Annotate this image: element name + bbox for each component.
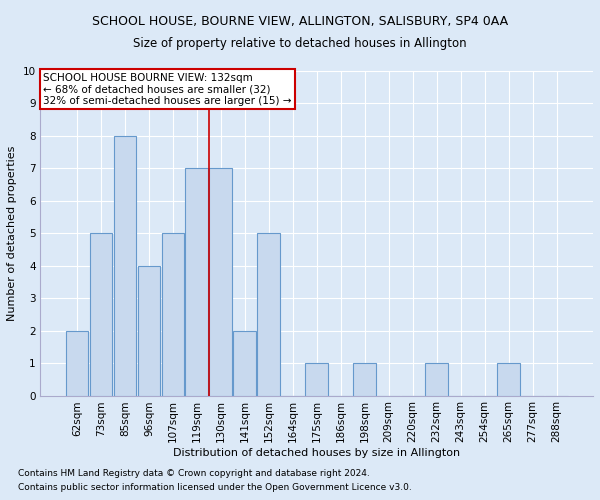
Bar xyxy=(137,266,160,396)
Text: SCHOOL HOUSE BOURNE VIEW: 132sqm
← 68% of detached houses are smaller (32)
32% o: SCHOOL HOUSE BOURNE VIEW: 132sqm ← 68% o… xyxy=(43,72,292,106)
Text: Contains public sector information licensed under the Open Government Licence v3: Contains public sector information licen… xyxy=(18,484,412,492)
Bar xyxy=(113,136,136,396)
Text: Size of property relative to detached houses in Allington: Size of property relative to detached ho… xyxy=(133,38,467,51)
Text: Contains HM Land Registry data © Crown copyright and database right 2024.: Contains HM Land Registry data © Crown c… xyxy=(18,468,370,477)
Bar xyxy=(305,363,328,396)
Bar xyxy=(89,233,112,396)
Bar xyxy=(65,330,88,396)
Bar xyxy=(233,330,256,396)
Bar xyxy=(425,363,448,396)
X-axis label: Distribution of detached houses by size in Allington: Distribution of detached houses by size … xyxy=(173,448,460,458)
Bar xyxy=(185,168,208,396)
Bar xyxy=(353,363,376,396)
Bar xyxy=(497,363,520,396)
Bar xyxy=(161,233,184,396)
Text: SCHOOL HOUSE, BOURNE VIEW, ALLINGTON, SALISBURY, SP4 0AA: SCHOOL HOUSE, BOURNE VIEW, ALLINGTON, SA… xyxy=(92,15,508,28)
Y-axis label: Number of detached properties: Number of detached properties xyxy=(7,146,17,321)
Bar xyxy=(209,168,232,396)
Bar xyxy=(257,233,280,396)
